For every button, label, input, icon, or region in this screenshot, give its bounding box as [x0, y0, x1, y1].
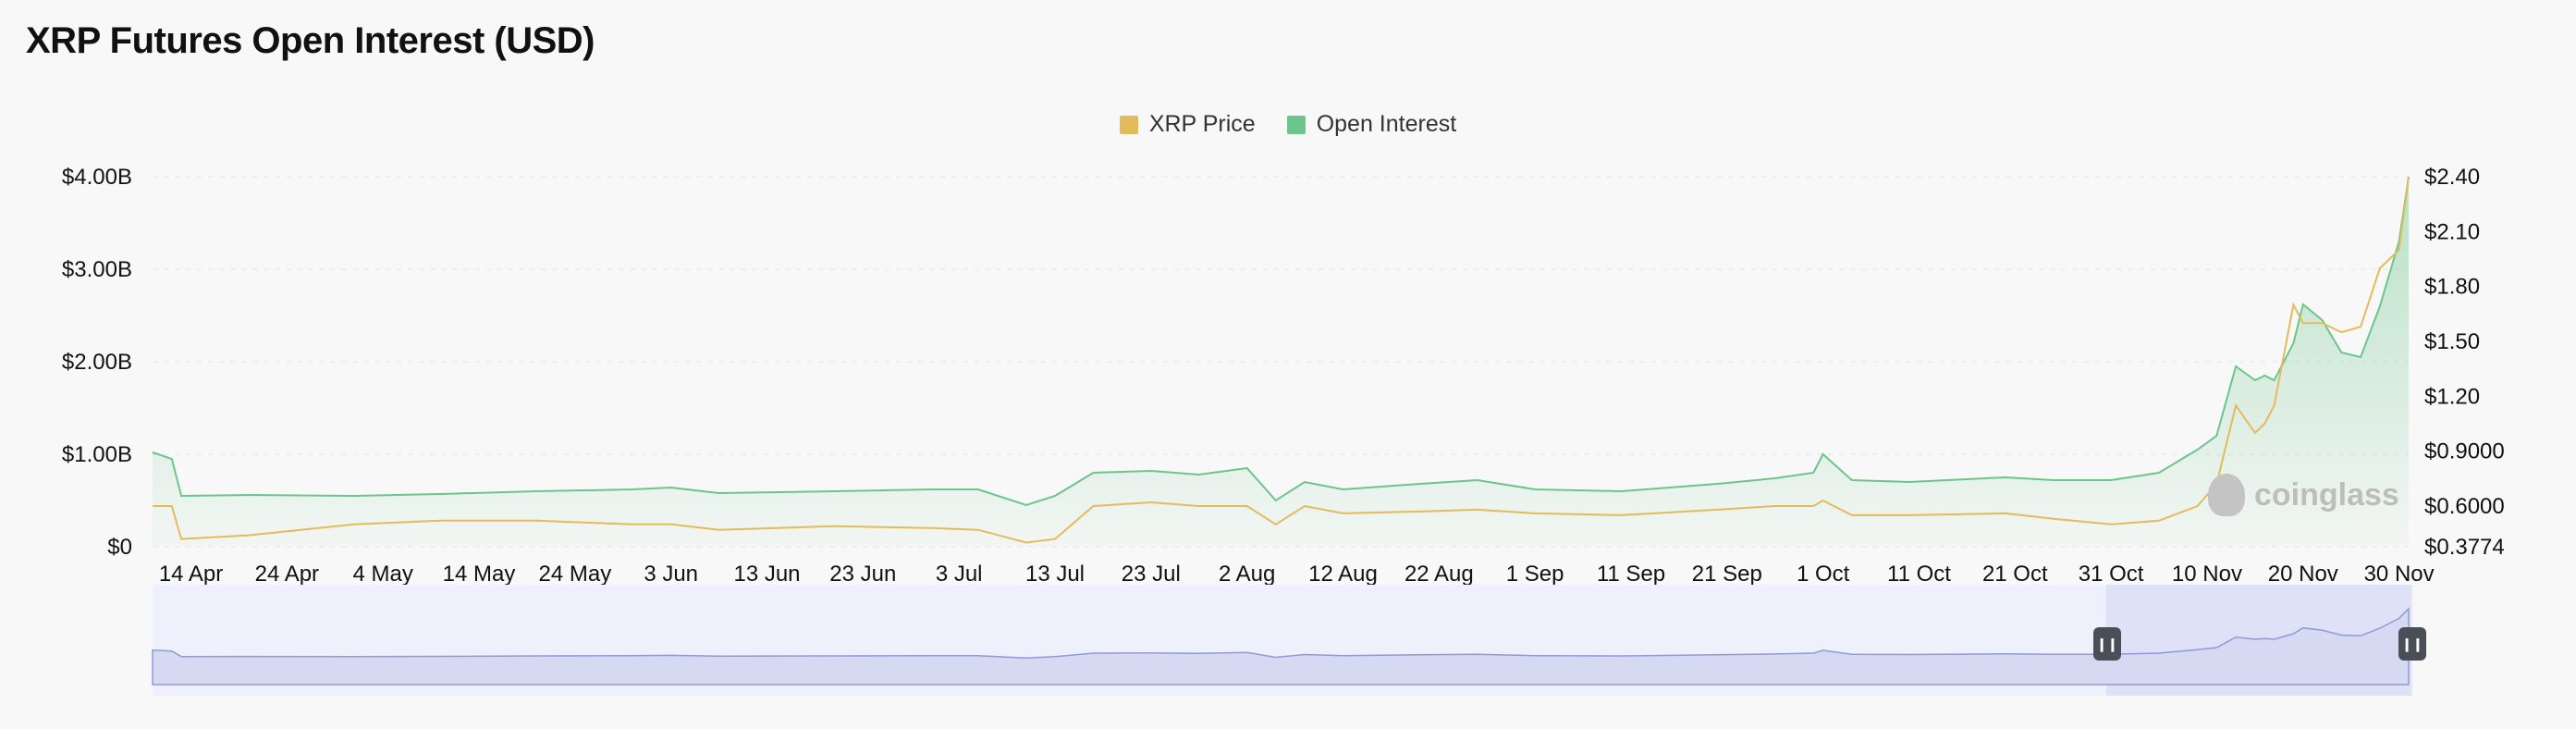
- x-tick-label: 23 Jul: [1122, 562, 1181, 587]
- x-tick-label: 14 Apr: [159, 562, 223, 587]
- grip-icon: ❙❙: [2401, 636, 2423, 651]
- x-tick-label: 31 Oct: [2079, 562, 2144, 587]
- x-tick-label: 22 Aug: [1405, 562, 1474, 587]
- y-left-tick-label: $3.00B: [62, 257, 132, 282]
- y-right-tick-label: $1.50: [2424, 329, 2480, 354]
- y-left-tick-label: $4.00B: [62, 165, 132, 190]
- x-tick-label: 14 May: [443, 562, 516, 587]
- y-axis-right: $0.3774 $0.6000 $0.9000 $1.20 $1.50 $1.80 $2.1…: [2424, 165, 2505, 560]
- legend-label-xrp-price: XRP Price: [1148, 111, 1256, 137]
- coinglass-logo-icon: [2208, 474, 2245, 516]
- x-tick-label: 3 Jun: [644, 562, 698, 587]
- y-left-tick-label: $1.00B: [62, 442, 132, 467]
- grip-icon: ❙❙: [2096, 636, 2118, 651]
- legend-label-open-interest: Open Interest: [1316, 111, 1457, 137]
- navigator-area: [152, 607, 2410, 686]
- y-right-tick-label: $0.9000: [2424, 439, 2505, 464]
- x-tick-label: 30 Nov: [2364, 562, 2435, 587]
- y-left-tick-label: $0: [107, 535, 132, 560]
- x-tick-label: 13 Jun: [733, 562, 800, 587]
- xrp-price-line: [153, 176, 2410, 544]
- x-tick-label: 13 Jul: [1025, 562, 1085, 587]
- y-right-tick-label: $0.3774: [2424, 535, 2505, 560]
- x-tick-label: 4 May: [353, 562, 413, 587]
- x-tick-label: 11 Sep: [1597, 562, 1665, 587]
- x-tick-label: 11 Oct: [1887, 562, 1951, 587]
- x-tick-label: 24 Apr: [255, 562, 319, 587]
- open-interest-line: [152, 176, 2410, 507]
- y-right-tick-label: $2.10: [2424, 219, 2480, 244]
- legend-swatch-open-interest: [1286, 115, 1306, 134]
- legend-item-open-interest[interactable]: Open Interest: [1286, 111, 1457, 138]
- x-tick-label: 3 Jul: [936, 562, 983, 587]
- x-tick-label: 24 May: [538, 562, 611, 587]
- y-right-tick-label: $1.80: [2424, 275, 2480, 300]
- open-interest-area: [153, 177, 2409, 547]
- watermark-text: coinglass: [2254, 476, 2399, 513]
- x-tick-label: 10 Nov: [2172, 562, 2242, 587]
- watermark: coinglass: [2208, 474, 2399, 516]
- range-handle-right[interactable]: ❙❙: [2398, 627, 2426, 661]
- y-right-tick-label: $0.6000: [2424, 494, 2505, 519]
- x-axis: 14 Apr 24 Apr 4 May 14 May 24 May 3 Jun 13 Jun…: [159, 562, 2435, 587]
- y-right-tick-label: $2.40: [2424, 165, 2480, 190]
- chart-title: XRP Futures Open Interest (USD): [26, 20, 595, 61]
- x-tick-label: 20 Nov: [2268, 562, 2338, 587]
- x-tick-label: 1 Oct: [1797, 562, 1850, 587]
- y-axis-left: $0 $1.00B $2.00B $3.00B $4.00B: [62, 165, 132, 560]
- y-left-tick-label: $2.00B: [62, 350, 132, 375]
- x-tick-label: 21 Oct: [1982, 562, 2048, 587]
- x-tick-label: 21 Sep: [1692, 562, 1762, 587]
- x-tick-label: 12 Aug: [1308, 562, 1378, 587]
- x-tick-label: 2 Aug: [1219, 562, 1275, 587]
- legend-swatch-xrp-price: [1119, 115, 1138, 134]
- y-right-tick-label: $1.20: [2424, 384, 2480, 409]
- range-handle-left[interactable]: ❙❙: [2093, 627, 2121, 661]
- legend-item-xrp-price[interactable]: XRP Price: [1119, 111, 1256, 138]
- legend: XRP Price Open Interest: [0, 111, 2576, 138]
- x-tick-label: 23 Jun: [829, 562, 896, 587]
- x-tick-label: 1 Sep: [1506, 562, 1564, 587]
